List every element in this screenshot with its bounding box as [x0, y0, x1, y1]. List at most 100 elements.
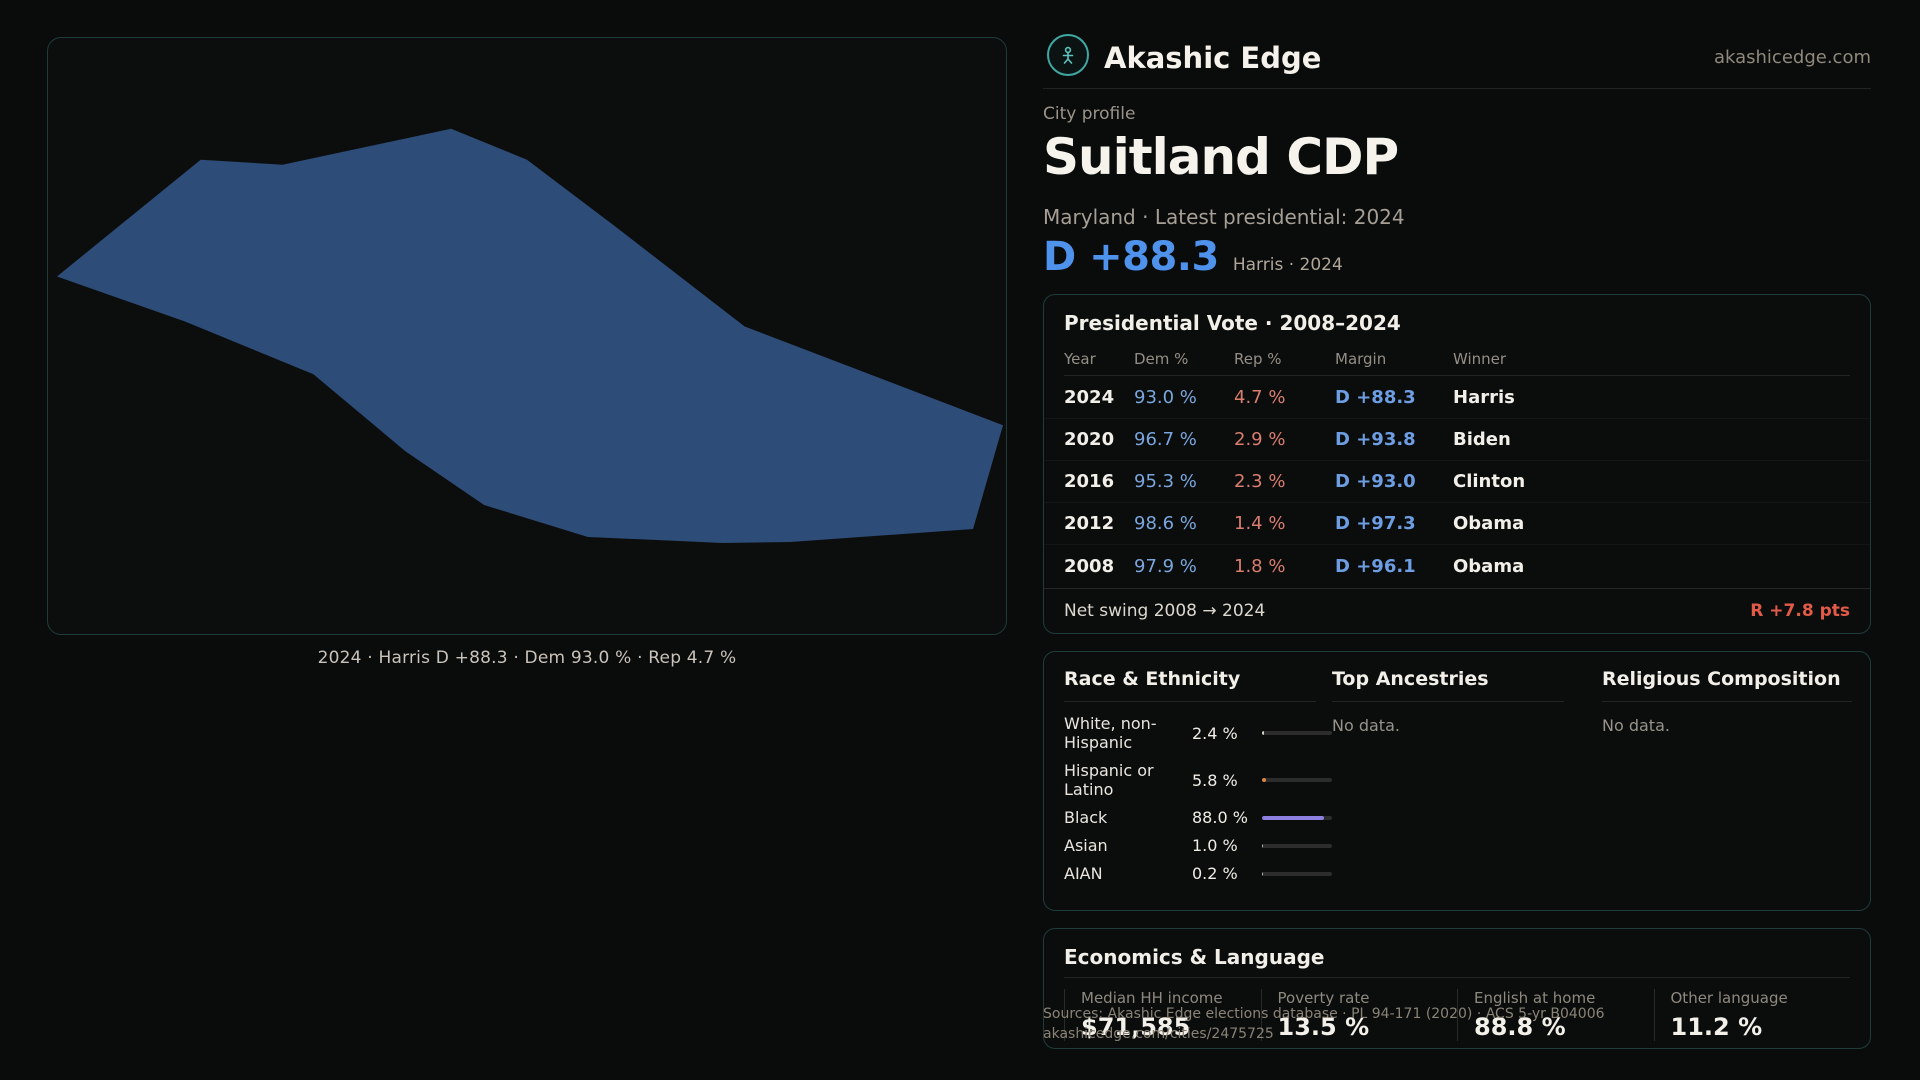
stat-label: Other language: [1670, 989, 1788, 1007]
headline-margin-value: D +88.3: [1043, 234, 1219, 280]
table-row: 2016 95.3 % 2.3 % D +93.0 Clinton: [1044, 461, 1870, 503]
race-label: AIAN: [1064, 864, 1103, 883]
stat-value: $71,585: [1081, 1013, 1191, 1041]
cell-rep: 2.3 %: [1234, 471, 1286, 492]
col-margin: Margin: [1335, 350, 1387, 368]
cell-margin: D +97.3: [1335, 513, 1416, 534]
table-row: 2024 93.0 % 4.7 % D +88.3 Harris: [1044, 377, 1870, 419]
col-winner: Winner: [1453, 350, 1507, 368]
race-label: Black: [1064, 808, 1108, 827]
stat-label: Poverty rate: [1277, 989, 1370, 1007]
net-swing-value: R +7.8 pts: [1750, 601, 1850, 621]
stat-value: 88.8 %: [1474, 1013, 1566, 1041]
cell-margin: D +93.8: [1335, 429, 1416, 450]
cell-dem: 96.7 %: [1134, 429, 1197, 450]
header-divider: [1043, 88, 1871, 89]
col-year: Year: [1064, 350, 1096, 368]
cell-margin: D +93.0: [1335, 471, 1416, 492]
logo-figure-icon: [1062, 46, 1074, 64]
ancestries-section-title: Top Ancestries: [1332, 668, 1564, 702]
race-ethnicity-section: Race & Ethnicity White, non-Hispanic 2.4…: [1064, 668, 1332, 892]
eyebrow-label: City profile: [1043, 104, 1136, 124]
race-bar-fill: [1262, 778, 1267, 782]
net-swing-row: Net swing 2008 → 2024 R +7.8 pts: [1044, 588, 1870, 633]
race-label: Hispanic or Latino: [1064, 761, 1154, 799]
cell-margin: D +88.3: [1335, 387, 1416, 408]
cell-year: 2020: [1064, 429, 1115, 450]
col-dem: Dem %: [1134, 350, 1189, 368]
stat-value: 11.2 %: [1670, 1013, 1763, 1041]
demographics-card: Race & Ethnicity White, non-Hispanic 2.4…: [1043, 651, 1871, 911]
race-value: 2.4 %: [1192, 723, 1238, 743]
religion-empty-state: No data.: [1602, 716, 1670, 735]
net-swing-label: Net swing 2008 → 2024: [1064, 601, 1266, 621]
cell-dem: 97.9 %: [1134, 555, 1197, 577]
cell-rep: 1.4 %: [1234, 513, 1286, 534]
page-subtitle: Maryland · Latest presidential: 2024: [1043, 205, 1405, 229]
cell-rep: 4.7 %: [1234, 387, 1286, 408]
map-caption: 2024 · Harris D +88.3 · Dem 93.0 % · Rep…: [317, 648, 737, 668]
religion-section-title: Religious Composition: [1602, 668, 1852, 702]
economics-divider: [1064, 977, 1850, 978]
cell-year: 2012: [1064, 513, 1115, 534]
economics-card-title: Economics & Language: [1064, 945, 1325, 969]
race-rows: White, non-Hispanic 2.4 % Hispanic or La…: [1064, 714, 1332, 883]
cell-year: 2008: [1064, 555, 1115, 577]
city-boundary-shape: [56, 128, 1003, 543]
cell-winner: Obama: [1453, 555, 1525, 577]
race-row: Hispanic or Latino 5.8 %: [1064, 761, 1332, 799]
city-map-panel: [47, 37, 1007, 635]
stat-label: Median HH income: [1081, 989, 1223, 1007]
table-row: 2020 96.7 % 2.9 % D +93.8 Biden: [1044, 419, 1870, 461]
race-bar: [1262, 871, 1332, 876]
stat-other-language: Other language 11.2 %: [1653, 989, 1851, 1041]
race-bar: [1262, 815, 1332, 820]
cell-dem: 95.3 %: [1134, 471, 1197, 492]
race-row: Black 88.0 %: [1064, 808, 1332, 827]
headline-margin-caption: Harris · 2024: [1232, 255, 1343, 275]
cell-winner: Clinton: [1453, 471, 1526, 492]
cell-year: 2024: [1064, 387, 1115, 408]
presidential-vote-card: Presidential Vote · 2008–2024 Year Dem %…: [1043, 294, 1871, 634]
top-ancestries-section: Top Ancestries No data.: [1332, 668, 1564, 735]
cell-year: 2016: [1064, 471, 1115, 492]
religious-composition-section: Religious Composition No data.: [1602, 668, 1852, 735]
cell-dem: 93.0 %: [1134, 387, 1197, 408]
race-bar: [1262, 731, 1332, 735]
race-label: White, non-Hispanic: [1064, 714, 1157, 752]
race-bar: [1262, 778, 1332, 782]
race-bar: [1262, 843, 1332, 848]
race-value: 5.8 %: [1192, 770, 1238, 790]
page-title: Suitland CDP: [1043, 128, 1399, 186]
cell-winner: Harris: [1453, 387, 1515, 408]
stat-label: English at home: [1474, 989, 1596, 1007]
site-domain-link[interactable]: akashicedge.com: [1713, 47, 1871, 68]
cell-dem: 98.6 %: [1134, 513, 1197, 534]
vote-table-header: Year Dem % Rep % Margin Winner: [1044, 347, 1870, 371]
stat-poverty-rate: Poverty rate 13.5 %: [1260, 989, 1458, 1041]
race-bar-fill: [1262, 731, 1264, 735]
table-row: 2008 97.9 % 1.8 % D +96.1 Obama: [1044, 545, 1870, 587]
cell-winner: Obama: [1453, 513, 1525, 534]
race-bar-fill: [1262, 843, 1263, 848]
economics-stats: Median HH income $71,585 Poverty rate 13…: [1064, 989, 1850, 1041]
economics-card: Economics & Language Median HH income $7…: [1043, 928, 1871, 1049]
vote-header-divider: [1064, 375, 1850, 376]
sources-line: Sources: Akashic Edge elections database…: [1043, 1006, 1605, 1022]
brand-name: Akashic Edge: [1104, 41, 1322, 75]
vote-card-title: Presidential Vote · 2008–2024: [1064, 311, 1401, 335]
akashic-edge-logo[interactable]: [1047, 34, 1089, 76]
race-row: Asian 1.0 %: [1064, 836, 1332, 855]
col-rep: Rep %: [1234, 350, 1282, 368]
race-value: 0.2 %: [1192, 864, 1238, 883]
race-row: AIAN 0.2 %: [1064, 864, 1332, 883]
race-value: 1.0 %: [1192, 836, 1238, 855]
city-boundary-map: [56, 128, 1003, 543]
stat-median-income: Median HH income $71,585: [1064, 989, 1261, 1041]
city-page-url-link[interactable]: akashicedge.com/cities/2475725: [1043, 1026, 1274, 1042]
cell-winner: Biden: [1453, 429, 1511, 450]
ancestries-empty-state: No data.: [1332, 716, 1400, 735]
vote-table-body: 2024 93.0 % 4.7 % D +88.3 Harris 2020 96…: [1044, 377, 1870, 587]
race-section-title: Race & Ethnicity: [1064, 668, 1316, 702]
race-row: White, non-Hispanic 2.4 %: [1064, 714, 1332, 752]
